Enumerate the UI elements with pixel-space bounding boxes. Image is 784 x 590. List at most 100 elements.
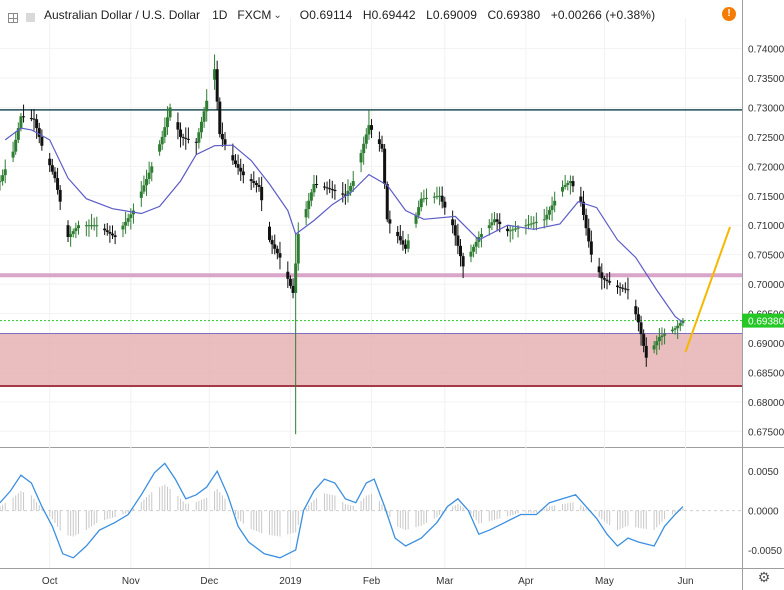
candle-body	[589, 241, 593, 255]
candle-body	[534, 221, 538, 223]
candle-body	[419, 198, 423, 208]
candle-body	[231, 155, 235, 161]
candle-body	[71, 231, 75, 235]
candle-body	[456, 235, 460, 246]
candle-body	[50, 165, 54, 172]
candle-body	[181, 136, 185, 138]
oscillator-tick-label: -0.0050	[748, 546, 782, 557]
candle-body	[424, 197, 428, 199]
expand-icon[interactable]	[8, 13, 18, 23]
candle-body	[440, 195, 444, 202]
candle-body	[194, 141, 198, 143]
candle-body	[367, 125, 371, 135]
candle-body	[0, 181, 2, 183]
oscillator-tick-label: 0.0000	[748, 507, 779, 518]
candle-body	[487, 225, 491, 229]
candle-body	[233, 160, 237, 165]
candle-body	[529, 223, 533, 225]
candle-body	[568, 181, 572, 184]
candle-body	[370, 125, 374, 130]
candle-body	[163, 127, 167, 137]
candle-body	[56, 178, 60, 190]
price-tick-label: 0.71000	[748, 221, 784, 232]
candle-body	[359, 153, 363, 163]
candle-body	[103, 228, 107, 231]
price-tick-label: 0.71500	[748, 192, 784, 203]
candle-body	[315, 184, 319, 186]
candle-body	[451, 219, 455, 226]
projection-line[interactable]	[684, 226, 731, 353]
candle-body	[286, 271, 290, 279]
candle-body	[48, 158, 52, 166]
candle-body	[479, 234, 483, 237]
candle-body	[40, 136, 44, 146]
candle-body	[561, 186, 565, 192]
candle-body	[605, 279, 609, 282]
price-tick-label: 0.74000	[748, 45, 784, 56]
candle-body	[676, 325, 680, 329]
support-zone	[0, 333, 742, 386]
moving-average-line	[4, 127, 684, 323]
candle-body	[304, 209, 308, 218]
candle-body	[550, 205, 554, 211]
time-tick-label: Jun	[677, 576, 693, 587]
candle-body	[111, 233, 115, 236]
candle-body	[404, 244, 408, 249]
candle-body	[511, 229, 515, 231]
candle-body	[498, 221, 502, 225]
candle-body	[254, 183, 258, 185]
source-label[interactable]: FXCM	[237, 8, 272, 22]
candle-body	[236, 164, 240, 168]
price-tick-label: 0.69000	[748, 339, 784, 350]
candle-body	[307, 200, 311, 210]
interval-label[interactable]: 1D	[212, 8, 228, 22]
candle-body	[626, 289, 630, 291]
candle-body	[275, 248, 279, 254]
chevron-down-icon[interactable]: ⌄	[273, 9, 282, 21]
candle-body	[636, 314, 640, 323]
candle-body	[205, 100, 209, 112]
candle-body	[527, 224, 531, 226]
candle-body	[1, 175, 5, 182]
price-tick-label: 0.67500	[748, 427, 784, 438]
candle-body	[495, 219, 499, 222]
candle-body	[600, 272, 604, 279]
candle-body	[66, 225, 70, 237]
candle-body	[383, 148, 387, 185]
low-value: L0.69009	[426, 8, 477, 22]
candle-body	[139, 191, 143, 198]
gear-icon[interactable]: ⚙	[757, 569, 771, 585]
candle-body	[655, 341, 659, 346]
candle-body	[547, 210, 551, 215]
candle-body	[597, 266, 601, 273]
candle-body	[176, 122, 180, 130]
candle-body	[652, 345, 656, 350]
candle-body	[396, 231, 400, 237]
ohlc-values: O0.69114 H0.69442 L0.69009 C0.69380 +0.0…	[300, 8, 662, 22]
candle-body	[312, 184, 316, 193]
candle-body	[553, 200, 557, 206]
candle-body	[260, 186, 264, 201]
alert-icon[interactable]	[722, 7, 736, 21]
candle-body	[608, 281, 612, 283]
candle-body	[388, 219, 392, 224]
candle-body	[469, 251, 473, 257]
candle-body	[278, 253, 282, 258]
candle-body	[385, 184, 389, 220]
price-tick-label: 0.72500	[748, 133, 784, 144]
candle-body	[563, 184, 567, 187]
last-price-label: 0.69380	[748, 317, 784, 328]
candle-body	[84, 225, 88, 227]
candle-body	[19, 116, 23, 129]
candle-body	[377, 139, 381, 144]
candle-body	[145, 178, 149, 186]
symbol-title[interactable]: Australian Dollar / U.S. Dollar	[44, 8, 201, 22]
candle-body	[129, 214, 133, 219]
candle-body	[414, 215, 418, 224]
last-price-badge	[742, 313, 784, 328]
candle-body	[422, 198, 426, 200]
candle-body	[380, 143, 384, 149]
candle-body	[90, 225, 94, 227]
